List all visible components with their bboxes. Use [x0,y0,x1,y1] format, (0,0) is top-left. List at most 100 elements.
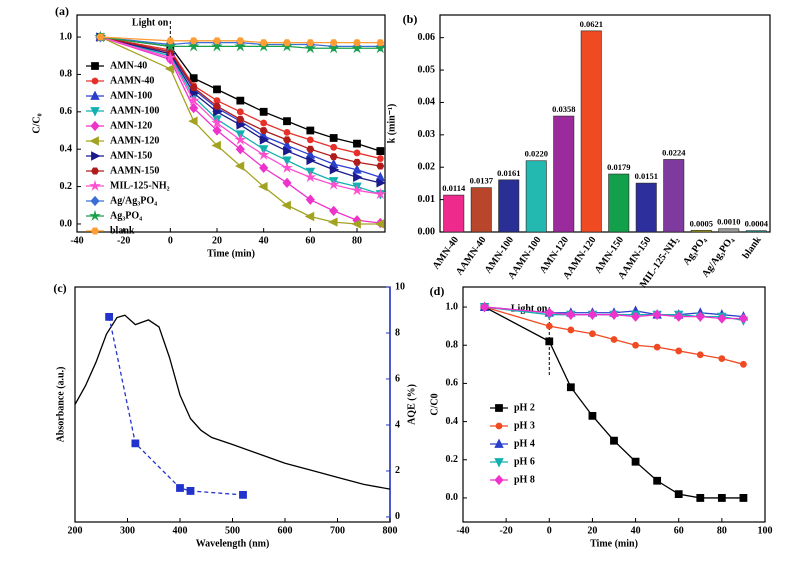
marker [588,411,597,420]
bar [663,159,685,233]
legend-marker [495,422,503,430]
legend-label: AAMN-150 [110,165,159,176]
marker [213,102,221,110]
marker [259,107,268,116]
legend-marker [90,120,100,132]
value-label: 0.0224 [662,147,686,157]
marker [283,136,291,144]
x-tick-label: blank [741,234,764,261]
marker [610,436,618,445]
legend-label: Ag/Ag₃PO₄ [110,195,157,206]
y-tick-label: 0.2 [60,181,73,192]
marker [189,74,198,83]
marker [164,51,177,63]
legend-marker [90,90,100,100]
marker [282,177,292,188]
legend-marker [89,136,99,146]
y-tick-label: 0.04 [418,97,436,108]
marker [283,117,291,126]
marker [213,37,221,45]
marker [257,148,270,160]
x-tick-label: 100 [758,525,773,536]
x-tick-label: 300 [120,525,135,536]
x-tick-label: 20 [212,235,222,246]
y-axis-title: C/C0 [429,393,440,415]
marker [329,153,338,161]
legend-label: AMN-40 [110,60,147,71]
marker [652,309,662,320]
marker [239,490,247,499]
marker [306,126,315,135]
marker [236,120,246,130]
legend-label: Ag₃PO₄ [110,210,142,221]
x-tick-label: 500 [225,525,240,536]
marker [351,219,361,229]
marker [234,161,245,171]
y-axis-title: Absorbance (a.u.) [55,367,66,443]
panel-label: (d) [430,284,445,298]
y-tick-label: 0.4 [446,416,459,427]
legend-label: AMN-100 [110,90,152,101]
marker [188,116,198,126]
marker [545,322,553,330]
legend-label: blank [110,225,135,236]
marker [234,40,247,52]
marker [211,140,221,151]
marker [283,128,291,136]
x-tick-label: 0 [168,235,173,246]
marker [281,200,291,210]
marker [236,96,245,105]
y2-axis-title: AQE (%) [406,384,417,425]
legend-label: pH 8 [514,474,535,485]
marker [327,178,340,190]
marker [236,115,245,123]
marker [696,351,704,359]
y-tick-label: 1.0 [446,301,459,312]
value-label: 0.0621 [580,19,603,29]
marker [259,127,268,134]
marker [258,181,268,192]
legend-marker [495,404,503,412]
legend-marker [90,107,100,117]
plot-frame [74,286,391,523]
bar [745,230,767,233]
marker [717,313,727,324]
y-tick-label: 0.4 [60,143,73,154]
bar [470,187,492,233]
value-label: 0.0004 [745,219,769,229]
marker [260,119,268,127]
bar [498,179,520,233]
legend-marker [494,458,504,468]
marker [304,171,317,183]
y2-tick-label: 4 [395,419,400,430]
x-tick-label: 20 [587,525,597,536]
marker [610,336,618,343]
panel-label: (a) [55,4,69,18]
legend-label: pH 3 [514,420,535,431]
x-axis-title: Time (min) [207,248,255,259]
marker [305,194,315,205]
x-tick-label: -20 [117,235,130,246]
y2-tick-label: 8 [395,327,400,338]
marker [566,383,575,392]
marker [327,42,340,54]
legend-marker [91,62,99,70]
marker [374,219,385,229]
marker [376,39,385,47]
marker [213,97,221,105]
marker [353,39,361,47]
marker [259,135,270,145]
marker [674,311,684,322]
x-tick-label: 40 [259,235,269,246]
marker [353,158,361,166]
plot-frame [462,286,766,523]
x-tick-label: 60 [305,235,315,246]
x-tick-label: 400 [173,525,188,536]
marker [353,172,363,182]
annotation: Light on [511,303,548,314]
marker [695,311,705,322]
marker [189,84,198,91]
marker [353,139,361,148]
